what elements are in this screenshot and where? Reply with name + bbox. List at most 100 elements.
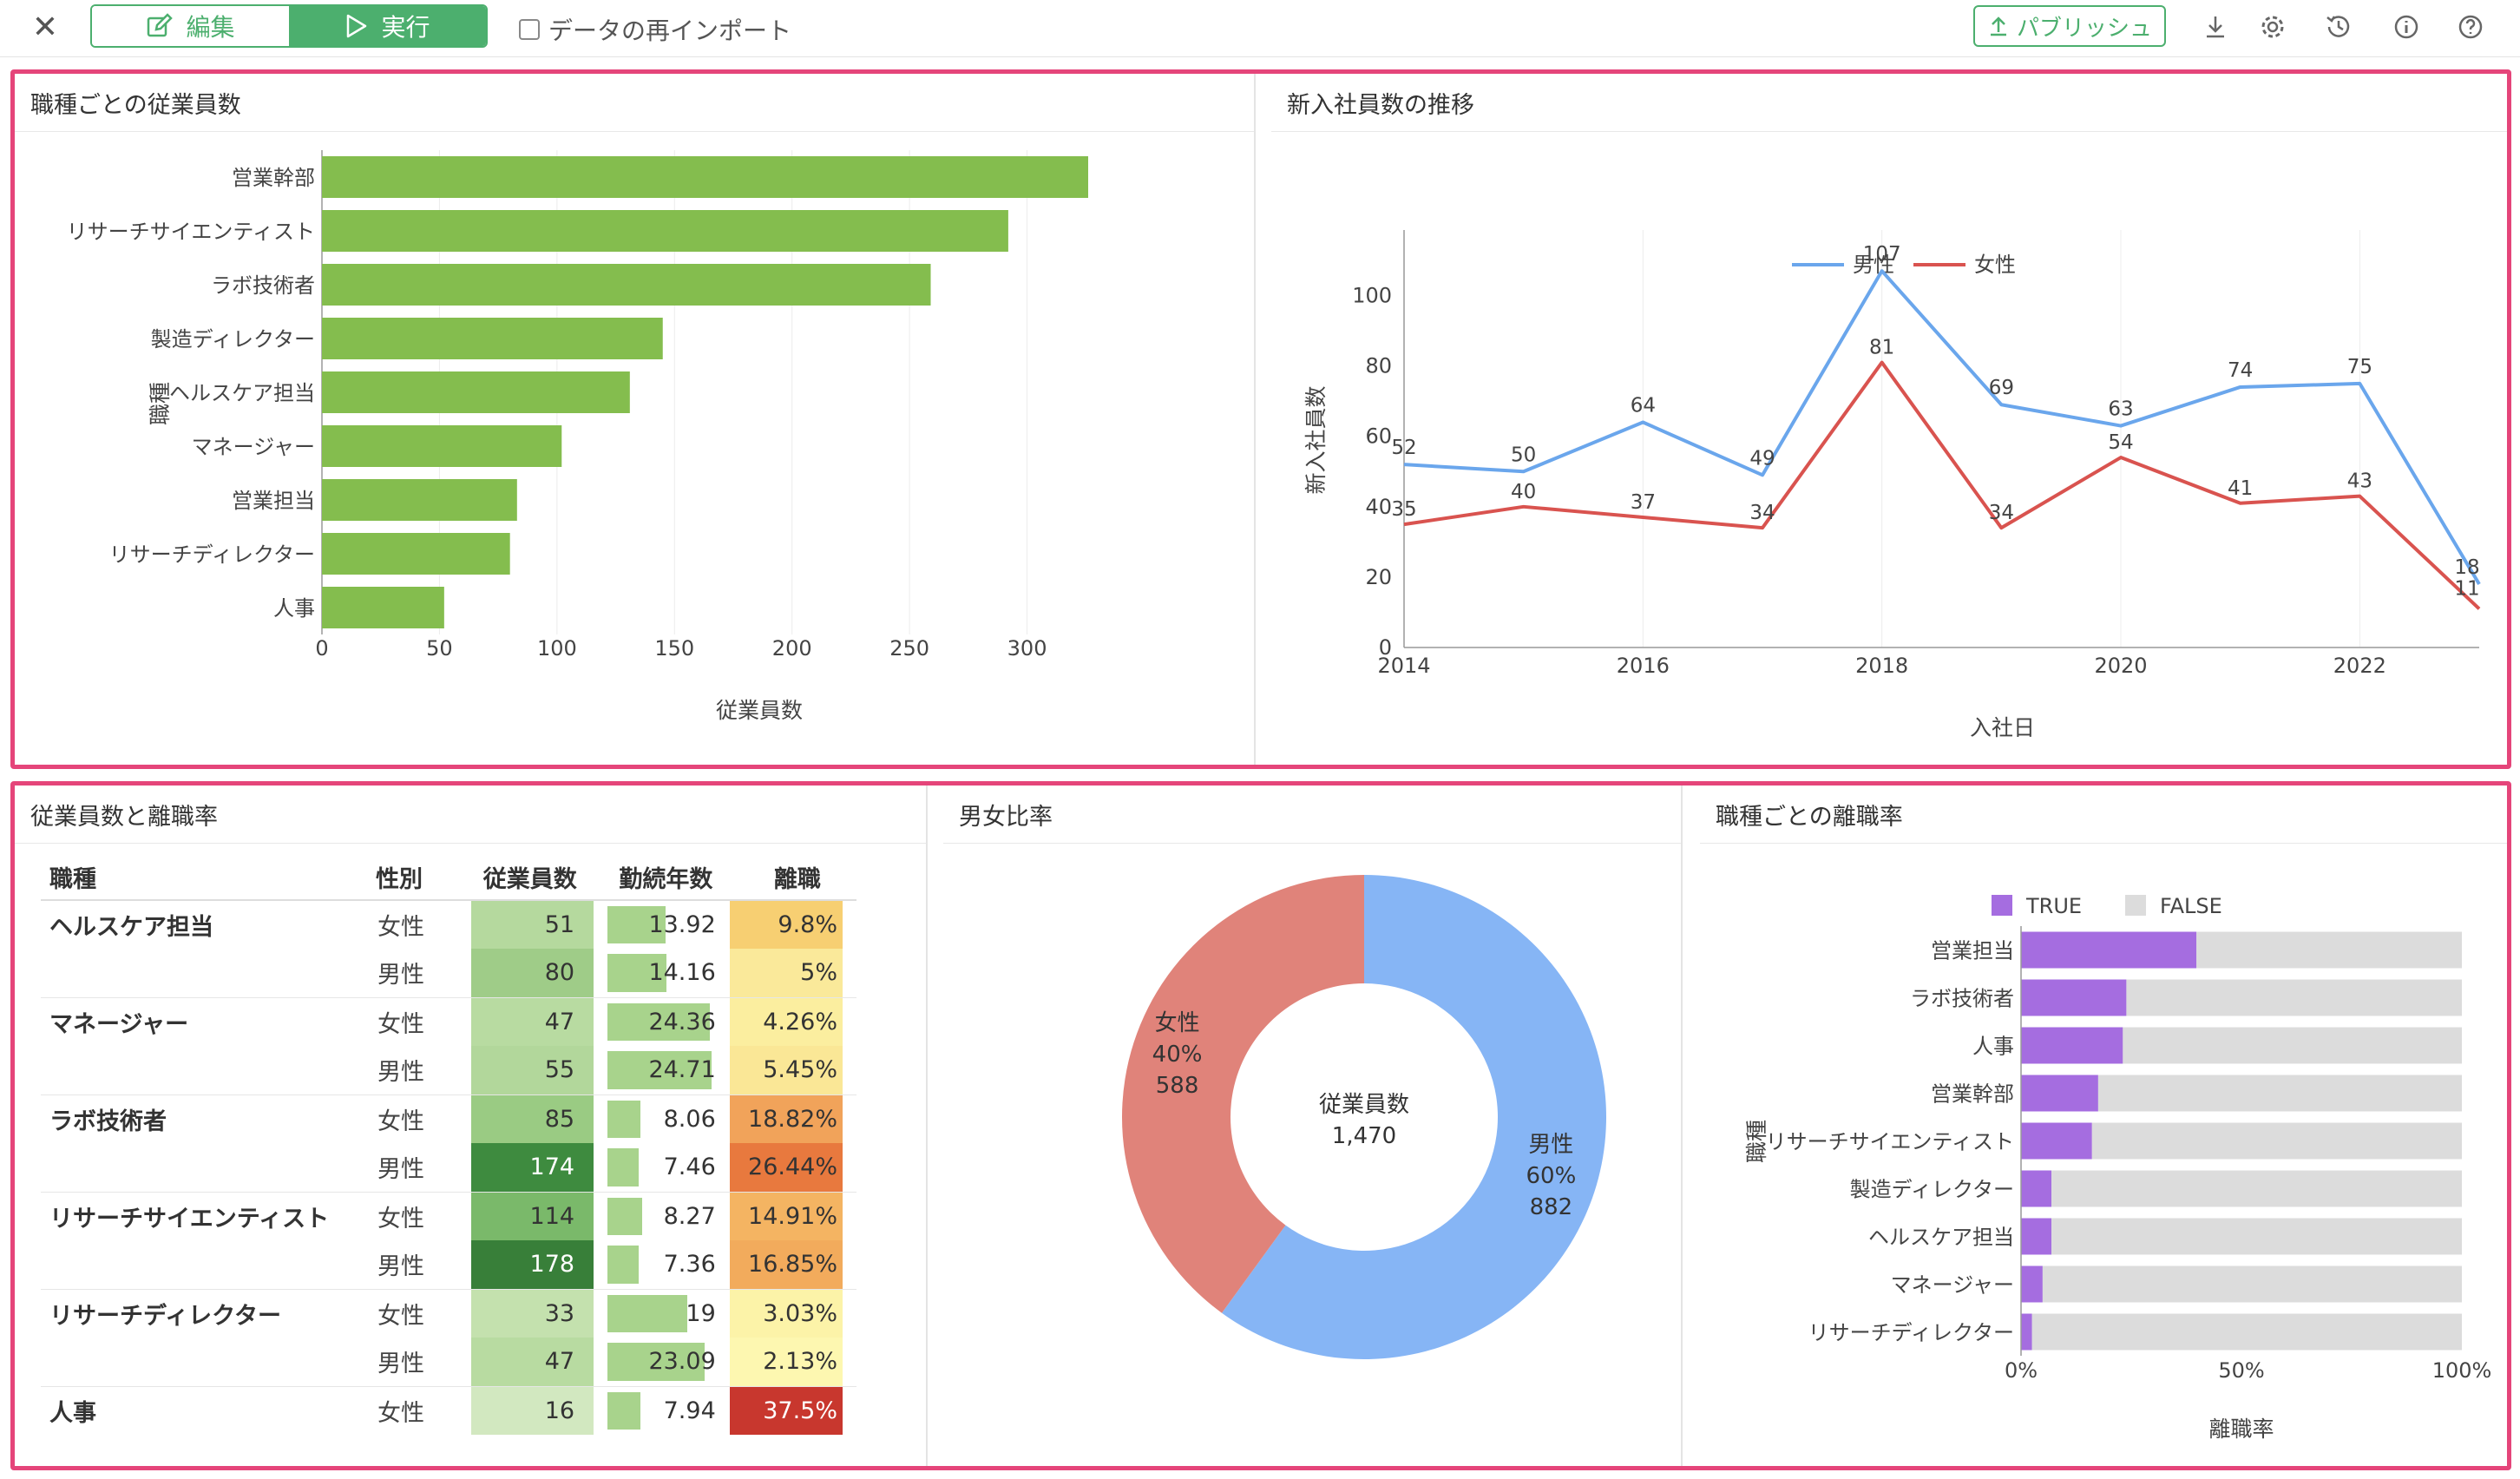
legend-label: TRUE (2025, 894, 2082, 918)
stacked-bar-segment (2051, 1218, 2462, 1255)
history-icon[interactable] (2324, 12, 2353, 42)
publish-button[interactable]: パブリッシュ (1973, 5, 2166, 47)
publish-label: パブリッシュ (2016, 15, 2152, 42)
y-category-label: 営業担当 (1931, 939, 2014, 963)
donut-slice (1222, 875, 1606, 1359)
stacked-bar-segment (2031, 1313, 2462, 1351)
job-cell: ラボ技術者 (41, 1094, 367, 1143)
panel-title: 職種ごとの離職率 (1716, 804, 1903, 831)
tenure-bar (607, 1343, 705, 1381)
stacked-bar-segment (2021, 931, 2197, 969)
bar (322, 587, 444, 628)
header-gender[interactable]: 性別 (367, 855, 458, 901)
tenure-cell: 24.36 (594, 996, 730, 1046)
header-attrition[interactable]: 離職 (729, 855, 856, 901)
info-icon[interactable] (2392, 12, 2421, 42)
y-category-label: 製造ディレクター (151, 327, 315, 352)
tenure-bar (607, 1002, 710, 1041)
count-cell: 51 (457, 899, 594, 949)
bar (322, 479, 517, 521)
data-label: 50 (1511, 444, 1536, 466)
download-icon[interactable] (2201, 12, 2230, 42)
panel-title: 従業員数と離職率 (30, 804, 218, 831)
x-tick-label: 0 (315, 636, 328, 661)
donut-slice (1122, 875, 1364, 1313)
attrition-table: 職種 性別 従業員数 勤続年数 離職 ヘルスケア担当 女性 51 13.92 9.8% 男… (41, 855, 856, 1435)
center-value: 1,470 (1332, 1123, 1396, 1149)
attrition-cell: 9.8% (729, 899, 856, 949)
reimport-checkbox[interactable] (519, 19, 540, 40)
tenure-cell: 24.71 (594, 1046, 730, 1094)
edit-button[interactable]: 編集 (92, 6, 289, 46)
x-tick-label: 0% (2005, 1358, 2038, 1383)
attrition-cell: 18.82% (729, 1094, 856, 1143)
stacked-bar-segment (2021, 1170, 2052, 1207)
tenure-value: 8.27 (663, 1202, 716, 1230)
pencil-icon (148, 13, 174, 37)
stacked-bar-segment (2042, 1265, 2462, 1303)
data-label: 34 (1749, 502, 1775, 524)
tenure-value: 19 (686, 1299, 716, 1327)
reimport-toggle[interactable]: データの再インポート (519, 12, 791, 47)
gear-icon[interactable] (2258, 12, 2287, 42)
data-label: 54 (2108, 431, 2133, 454)
attrition-cell: 2.13% (729, 1338, 856, 1386)
bar (322, 264, 931, 306)
y-tick-label: 40 (1365, 495, 1392, 519)
header-count[interactable]: 従業員数 (457, 855, 594, 901)
count-cell: 55 (457, 1046, 594, 1094)
count-cell: 33 (457, 1288, 594, 1338)
data-label: 64 (1631, 395, 1656, 417)
tenure-bar (607, 1197, 642, 1235)
header-job[interactable]: 職種 (41, 855, 367, 901)
run-label: 実行 (381, 13, 430, 42)
y-category-label: 営業幹部 (232, 166, 315, 190)
series-line (1403, 360, 2481, 610)
run-button[interactable]: 実行 (289, 6, 486, 46)
table-header-row: 職種 性別 従業員数 勤続年数 離職 (41, 855, 856, 901)
data-label: 75 (2347, 356, 2372, 378)
x-tick-label: 150 (654, 636, 694, 661)
count-cell: 47 (457, 996, 594, 1046)
panel-title: 職種ごとの従業員数 (30, 92, 241, 119)
y-axis-title: 職種 (1744, 1120, 1769, 1163)
edit-label: 編集 (186, 13, 235, 42)
tenure-cell: 7.94 (594, 1385, 730, 1435)
count-cell: 80 (457, 949, 594, 997)
help-icon[interactable] (2456, 12, 2485, 42)
data-label: 63 (2108, 398, 2133, 421)
attrition-rate-stacked-chart: TRUE FALSE 営業担当ラボ技術者人事営業幹部リサーチサイエンティスト製造ディ… (1744, 894, 2491, 1442)
mode-toggle: 編集 実行 (90, 4, 488, 48)
bar (322, 210, 1008, 252)
gender-ratio-donut-chart: 男性 60% 882 女性 40% 588 従業員数 1,470 (1122, 875, 1606, 1359)
play-icon (347, 14, 367, 38)
legend-label: FALSE (2160, 894, 2222, 918)
x-tick-label: 50% (2218, 1358, 2264, 1383)
y-category-label: 製造ディレクター (1850, 1178, 2014, 1202)
center-label: 従業員数 (1319, 1092, 1409, 1118)
gender-cell: 男性 (377, 1253, 424, 1281)
data-label: 34 (1989, 502, 2014, 524)
tenure-cell: 13.92 (594, 899, 730, 949)
data-label: 107 (1863, 243, 1901, 266)
y-axis-title: 職種 (148, 382, 173, 425)
attrition-cell: 16.85% (729, 1240, 856, 1289)
bar (322, 371, 630, 413)
tenure-cell: 8.06 (594, 1094, 730, 1143)
attrition-cell: 14.91% (729, 1191, 856, 1240)
bar-chart-panel: 職種ごとの従業員数 0 50 100 150 200 250 300 営業幹部 リサーチサイエン… (15, 74, 1254, 765)
table-panel: 従業員数と離職率 職種 性別 従業員数 勤続年数 離職 ヘルスケア担当 女性 51 1… (15, 786, 926, 1466)
table-row: ヘルスケア担当 女性 51 13.92 9.8% (41, 899, 856, 949)
header-tenure[interactable]: 勤続年数 (594, 855, 730, 901)
legend-label: 男性 (1853, 253, 1894, 277)
table-row: マネージャー 女性 47 24.36 4.26% (41, 996, 856, 1046)
close-icon[interactable]: ✕ (31, 10, 59, 45)
stacked-bar-segment (2126, 979, 2462, 1016)
x-tick-label: 50 (426, 636, 453, 661)
bar (322, 533, 510, 575)
job-cell: リサーチサイエンティスト (41, 1191, 367, 1240)
tenure-value: 7.36 (663, 1251, 716, 1279)
tenure-cell: 19 (594, 1288, 730, 1338)
data-label: 74 (2228, 359, 2253, 382)
gender-cell: 男性 (377, 1351, 424, 1378)
